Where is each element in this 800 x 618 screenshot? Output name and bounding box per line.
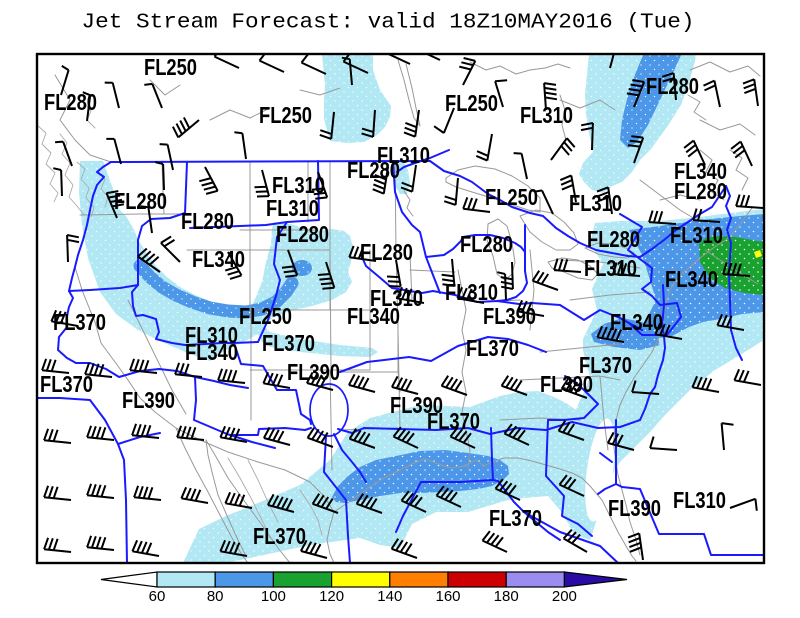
svg-text:FL310: FL310 (370, 285, 423, 311)
svg-text:FL340: FL340 (610, 309, 663, 335)
svg-text:100: 100 (261, 588, 286, 605)
svg-text:FL390: FL390 (122, 387, 175, 413)
svg-text:FL390: FL390 (287, 359, 340, 385)
svg-text:160: 160 (435, 588, 460, 605)
svg-text:FL280: FL280 (44, 89, 97, 115)
svg-text:FL310: FL310 (266, 195, 319, 221)
svg-text:FL310: FL310 (445, 279, 498, 305)
svg-text:Jet Stream Forecast: valid 18: Jet Stream Forecast: valid 18Z10MAY2016 … (82, 12, 695, 35)
svg-text:FL340: FL340 (674, 158, 727, 184)
svg-text:FL340: FL340 (185, 339, 238, 365)
svg-text:FL280: FL280 (181, 208, 234, 234)
svg-text:60: 60 (149, 588, 166, 605)
svg-text:FL280: FL280 (587, 226, 640, 252)
svg-text:FL310: FL310 (377, 142, 430, 168)
svg-text:FL370: FL370 (253, 523, 306, 549)
svg-text:FL340: FL340 (665, 266, 718, 292)
svg-text:FL250: FL250 (259, 102, 312, 128)
svg-text:FL280: FL280 (460, 231, 513, 257)
svg-text:FL280: FL280 (114, 188, 167, 214)
svg-text:FL370: FL370 (466, 335, 519, 361)
svg-text:FL340: FL340 (347, 303, 400, 329)
svg-text:FL310: FL310 (673, 487, 726, 513)
svg-text:200: 200 (552, 588, 577, 605)
svg-text:FL370: FL370 (53, 309, 106, 335)
svg-text:FL280: FL280 (360, 239, 413, 265)
svg-text:120: 120 (319, 588, 344, 605)
svg-text:FL370: FL370 (489, 505, 542, 531)
svg-text:FL280: FL280 (646, 73, 699, 99)
svg-text:FL370: FL370 (579, 352, 632, 378)
svg-text:FL370: FL370 (262, 330, 315, 356)
svg-text:80: 80 (207, 588, 224, 605)
svg-text:FL370: FL370 (40, 371, 93, 397)
svg-text:140: 140 (377, 588, 402, 605)
svg-text:FL250: FL250 (239, 303, 292, 329)
svg-text:FL310: FL310 (520, 102, 573, 128)
svg-text:FL250: FL250 (445, 90, 498, 116)
svg-text:FL280: FL280 (276, 221, 329, 247)
svg-text:FL340: FL340 (192, 246, 245, 272)
svg-text:FL310: FL310 (569, 190, 622, 216)
svg-text:FL390: FL390 (540, 371, 593, 397)
svg-text:FL390: FL390 (608, 495, 661, 521)
svg-text:FL310: FL310 (584, 255, 637, 281)
svg-text:FL280: FL280 (674, 178, 727, 204)
svg-text:FL310: FL310 (670, 222, 723, 248)
svg-text:180: 180 (494, 588, 519, 605)
svg-text:FL390: FL390 (483, 303, 536, 329)
svg-text:FL390: FL390 (390, 392, 443, 418)
svg-text:FL280: FL280 (347, 157, 400, 183)
svg-text:FL310: FL310 (272, 172, 325, 198)
svg-text:FL250: FL250 (144, 54, 197, 80)
svg-text:FL370: FL370 (427, 408, 480, 434)
svg-text:FL250: FL250 (485, 184, 538, 210)
svg-text:FL310: FL310 (185, 322, 238, 348)
